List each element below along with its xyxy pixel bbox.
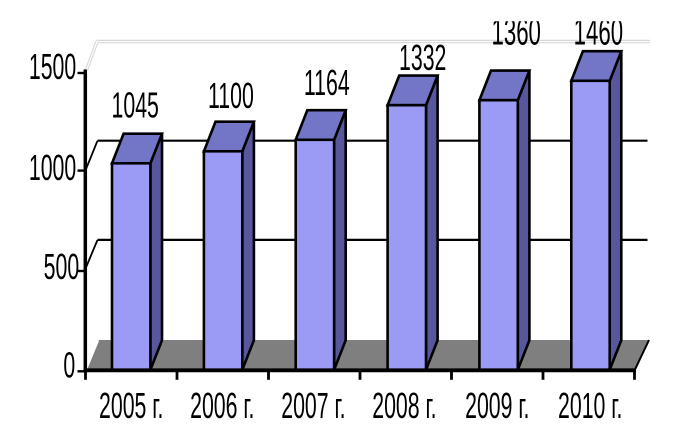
svg-text:0: 0 [63, 346, 75, 386]
svg-text:1460: 1460 [574, 11, 623, 54]
svg-text:1000: 1000 [29, 148, 76, 188]
svg-text:2006 г.: 2006 г. [190, 386, 254, 426]
svg-text:1360: 1360 [491, 11, 540, 54]
svg-text:1100: 1100 [208, 76, 254, 116]
svg-text:2010 г.: 2010 г. [558, 386, 622, 426]
svg-text:2008 г.: 2008 г. [372, 386, 436, 426]
svg-text:1045: 1045 [112, 86, 159, 126]
svg-text:2007 г.: 2007 г. [281, 386, 345, 426]
svg-text:1332: 1332 [399, 38, 446, 78]
svg-text:1500: 1500 [29, 48, 76, 88]
svg-text:500: 500 [44, 248, 80, 288]
svg-text:2005 г.: 2005 г. [99, 386, 163, 426]
svg-text:2009 г.: 2009 г. [465, 386, 529, 426]
svg-text:1164: 1164 [304, 63, 350, 103]
